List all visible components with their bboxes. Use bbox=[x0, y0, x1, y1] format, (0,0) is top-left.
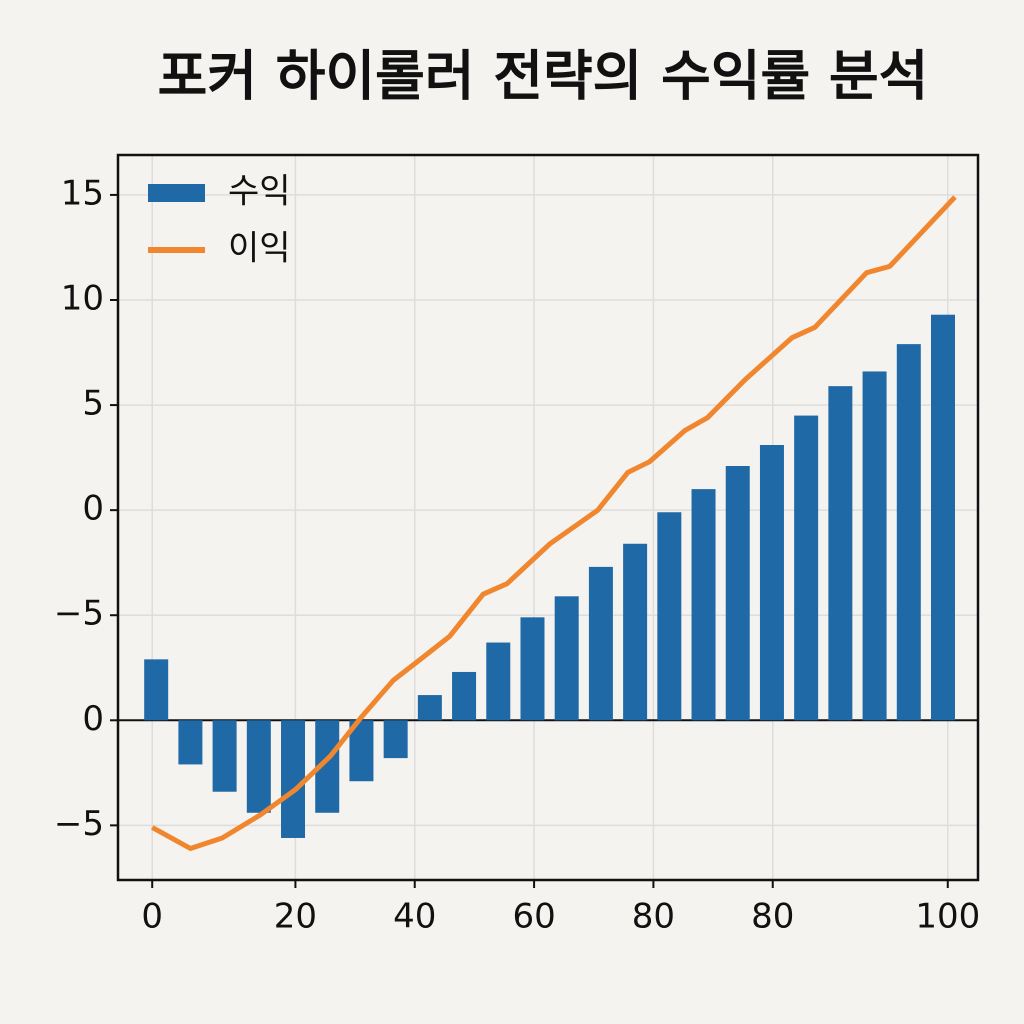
bar bbox=[417, 695, 442, 721]
bar bbox=[896, 344, 921, 721]
bar bbox=[452, 671, 477, 721]
x-tick-label: 80 bbox=[751, 897, 794, 937]
bar bbox=[520, 617, 545, 721]
line bbox=[151, 195, 957, 851]
bar bbox=[486, 642, 511, 721]
bar bbox=[657, 512, 682, 721]
bar bbox=[623, 543, 648, 721]
bar bbox=[212, 720, 237, 792]
bar bbox=[554, 596, 579, 721]
y-tick-label: −5 bbox=[54, 804, 104, 844]
x-tick-label: 80 bbox=[632, 897, 675, 937]
bar bbox=[144, 659, 169, 721]
x-tick-label: 100 bbox=[915, 897, 980, 937]
x-tick-label: 40 bbox=[393, 897, 436, 937]
bar bbox=[281, 720, 306, 838]
y-tick-label: 0 bbox=[82, 489, 104, 529]
y-tick-label: 10 bbox=[61, 279, 104, 319]
y-tick-label: 0 bbox=[82, 699, 104, 739]
x-tick-label: 0 bbox=[141, 897, 163, 937]
x-tick-label: 60 bbox=[512, 897, 555, 937]
legend-swatch bbox=[148, 184, 205, 202]
bar bbox=[759, 445, 784, 721]
y-tick-label: 15 bbox=[61, 173, 104, 213]
bar bbox=[246, 720, 271, 813]
legend-label: 수익 bbox=[228, 172, 291, 212]
bar bbox=[930, 314, 955, 721]
legend-label: 이익 bbox=[228, 229, 291, 269]
plot-border bbox=[116, 153, 980, 882]
x-tick-label: 20 bbox=[274, 897, 317, 937]
bar bbox=[862, 371, 887, 721]
y-tick-label: −5 bbox=[54, 594, 104, 634]
bar bbox=[178, 720, 203, 765]
bar bbox=[383, 720, 408, 759]
bar bbox=[794, 415, 819, 721]
y-tick-label: 5 bbox=[82, 384, 104, 424]
bar bbox=[725, 466, 750, 721]
bar bbox=[828, 386, 853, 721]
bar bbox=[691, 489, 716, 721]
bar bbox=[588, 566, 613, 721]
chart-title: 포커 하이롤러 전략의 수익률 분석 bbox=[158, 45, 929, 108]
